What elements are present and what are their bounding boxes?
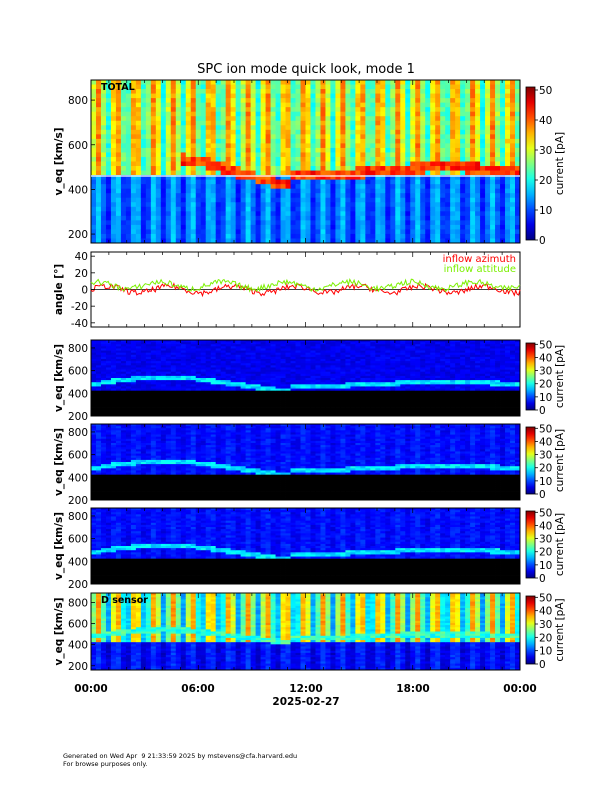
y-axis-label: v_eq [km/s] bbox=[53, 598, 65, 666]
y-tick-label: 20 bbox=[75, 268, 88, 280]
y-axis-label: v_eq [km/s] bbox=[53, 128, 65, 196]
panel-label: D sensor bbox=[101, 595, 148, 606]
x-date-label: 2025-02-27 bbox=[272, 696, 339, 708]
y-tick-label: 200 bbox=[68, 661, 88, 673]
x-axis-labels: 00:00 06:00 12:00 18:00 00:00 2025-02-27 bbox=[74, 683, 536, 708]
y-tick-label: 200 bbox=[68, 579, 88, 591]
y-tick-label: 200 bbox=[68, 229, 88, 241]
y-tick-label: 400 bbox=[68, 184, 88, 196]
colorbar bbox=[526, 511, 535, 578]
y-tick-label: 600 bbox=[68, 366, 88, 378]
y-tick-label: 800 bbox=[68, 597, 88, 609]
colorbar-tick-label: 50 bbox=[539, 592, 552, 604]
spectrogram bbox=[91, 424, 520, 500]
y-tick-label: 400 bbox=[68, 472, 88, 484]
y-axis-label: v_eq [km/s] bbox=[53, 512, 65, 580]
y-tick-label: 800 bbox=[68, 343, 88, 355]
spectrogram bbox=[91, 80, 520, 243]
y-tick-label: 400 bbox=[68, 556, 88, 568]
colorbar-tick-label: 40 bbox=[539, 606, 552, 618]
y-tick-label: 40 bbox=[75, 251, 88, 263]
x-tick-label: 00:00 bbox=[74, 683, 107, 695]
colorbar-tick-label: 40 bbox=[539, 115, 552, 127]
y-tick-label: 0 bbox=[81, 285, 88, 297]
colorbar-tick-label: 0 bbox=[539, 235, 546, 247]
colorbar-label: current [pA] bbox=[554, 429, 566, 492]
colorbar-tick-label: 10 bbox=[539, 476, 552, 488]
colorbar-tick-label: 20 bbox=[539, 175, 552, 187]
colorbar-tick-label: 10 bbox=[539, 392, 552, 404]
colorbar-tick-label: 10 bbox=[539, 205, 552, 217]
y-tick-label: 800 bbox=[68, 95, 88, 107]
colorbar-label: current [pA] bbox=[554, 345, 566, 408]
colorbar bbox=[526, 596, 535, 664]
colorbar-tick-label: 20 bbox=[539, 379, 552, 391]
colorbar-tick-label: 40 bbox=[539, 520, 552, 532]
legend-entry: inflow attitude bbox=[444, 264, 516, 275]
y-tick-label: 600 bbox=[68, 140, 88, 152]
colorbar-tick-label: 40 bbox=[539, 352, 552, 364]
colorbar-label: current [pA] bbox=[554, 598, 566, 661]
colorbar-tick-label: 30 bbox=[539, 145, 552, 157]
y-tick-label: 800 bbox=[68, 427, 88, 439]
y-tick-label: 200 bbox=[68, 411, 88, 423]
y-tick-label: -40 bbox=[71, 318, 88, 330]
x-tick-label: 12:00 bbox=[289, 683, 322, 695]
panel-label: TOTAL bbox=[101, 82, 135, 93]
y-tick-label: 600 bbox=[68, 619, 88, 631]
colorbar-tick-label: 0 bbox=[539, 659, 546, 671]
colorbar-tick-label: 50 bbox=[539, 85, 552, 97]
footer-browse: For browse purposes only. bbox=[63, 760, 147, 768]
x-tick-label: 18:00 bbox=[396, 683, 429, 695]
spectrogram bbox=[91, 340, 520, 416]
colorbar-tick-label: 50 bbox=[539, 507, 552, 519]
colorbar-tick-label: 0 bbox=[539, 489, 546, 501]
colorbar-tick-label: 30 bbox=[539, 619, 552, 631]
colorbar-tick-label: 30 bbox=[539, 450, 552, 462]
footer-generated: Generated on Wed Apr 9 21:33:59 2025 by … bbox=[63, 752, 297, 760]
colorbar-tick-label: 10 bbox=[539, 646, 552, 658]
y-axis-label: v_eq [km/s] bbox=[53, 344, 65, 412]
colorbar-tick-label: 0 bbox=[539, 405, 546, 417]
colorbar-tick-label: 20 bbox=[539, 632, 552, 644]
colorbar-tick-label: 30 bbox=[539, 534, 552, 546]
x-tick-label: 06:00 bbox=[181, 683, 214, 695]
y-tick-label: 600 bbox=[68, 534, 88, 546]
y-tick-label: 800 bbox=[68, 511, 88, 523]
y-tick-label: 200 bbox=[68, 495, 88, 507]
y-axis-label: angle [°] bbox=[53, 264, 65, 315]
y-axis-label: v_eq [km/s] bbox=[53, 428, 65, 496]
colorbar-label: current [pA] bbox=[554, 513, 566, 576]
colorbar-label: current [pA] bbox=[554, 132, 566, 195]
colorbar bbox=[526, 427, 535, 494]
colorbar-tick-label: 0 bbox=[539, 573, 546, 585]
figure-title: SPC ion mode quick look, mode 1 bbox=[197, 62, 415, 77]
y-tick-label: -20 bbox=[71, 301, 88, 313]
y-tick-label: 400 bbox=[68, 640, 88, 652]
colorbar-tick-label: 20 bbox=[539, 463, 552, 475]
y-tick-label: 600 bbox=[68, 450, 88, 462]
colorbar-tick-label: 40 bbox=[539, 436, 552, 448]
colorbar-tick-label: 30 bbox=[539, 366, 552, 378]
colorbar bbox=[526, 343, 535, 410]
colorbar-tick-label: 20 bbox=[539, 547, 552, 559]
spectrogram bbox=[91, 508, 520, 584]
x-tick-label: 00:00 bbox=[503, 683, 536, 695]
colorbar bbox=[526, 87, 535, 240]
colorbar-tick-label: 10 bbox=[539, 560, 552, 572]
y-tick-label: 400 bbox=[68, 388, 88, 400]
spectrogram bbox=[91, 593, 520, 670]
colorbar-tick-label: 50 bbox=[539, 339, 552, 351]
colorbar-tick-label: 50 bbox=[539, 423, 552, 435]
